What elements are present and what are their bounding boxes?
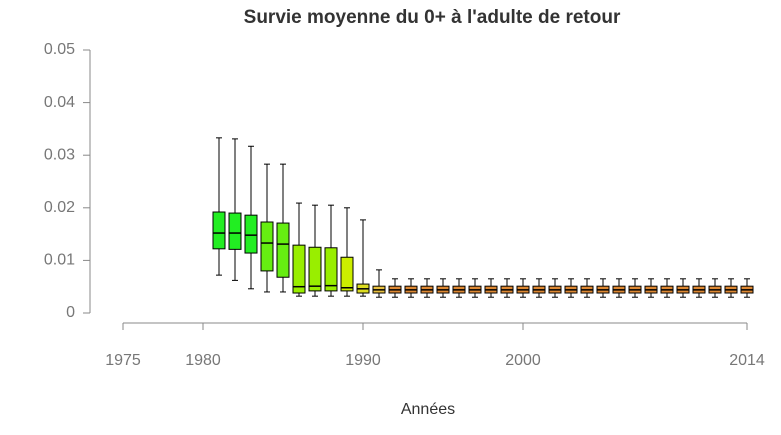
box xyxy=(260,221,274,272)
box xyxy=(308,246,322,292)
x-tick-label: 1990 xyxy=(345,352,381,369)
box xyxy=(292,244,306,294)
x-tick-label: 1980 xyxy=(185,352,221,369)
y-tick-label: 0.03 xyxy=(44,146,75,163)
box xyxy=(324,247,338,292)
x-tick-label: 1975 xyxy=(105,352,141,369)
box xyxy=(244,214,258,254)
y-tick-label: 0.02 xyxy=(44,199,75,216)
y-tick-label: 0.01 xyxy=(44,252,75,269)
y-tick-label: 0.04 xyxy=(44,94,75,111)
x-tick-label: 2000 xyxy=(505,352,541,369)
box xyxy=(276,222,290,278)
x-tick-label: 2014 xyxy=(729,352,765,369)
box xyxy=(212,211,226,250)
box xyxy=(340,256,354,292)
x-axis-label: Années xyxy=(401,401,455,418)
y-tick-label: 0.05 xyxy=(44,41,75,58)
chart-title: Survie moyenne du 0+ à l'adulte de retou… xyxy=(244,7,621,28)
box xyxy=(228,212,242,250)
y-tick-label: 0 xyxy=(66,304,75,321)
